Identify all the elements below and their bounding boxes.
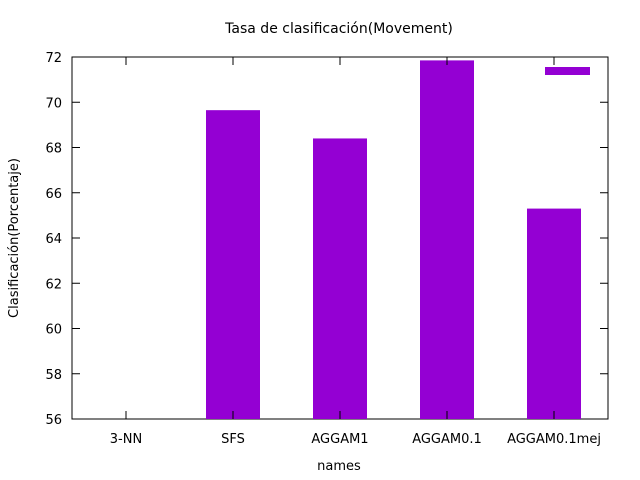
y-tick-label: 60 xyxy=(45,323,62,338)
y-axis-label: Clasificación(Porcentaje) xyxy=(7,158,22,318)
bars xyxy=(206,60,581,420)
bar-aggam0-1 xyxy=(420,60,474,420)
x-tick-label: 3-NN xyxy=(110,432,142,447)
bar-aggam1 xyxy=(313,138,367,419)
x-tick-label: AGGAM0.1mej xyxy=(507,432,601,447)
y-tick-label: 62 xyxy=(45,277,62,292)
y-axis-ticks: 56 58 60 62 64 66 68 70 72 xyxy=(45,51,608,428)
y-tick-label: 58 xyxy=(45,368,62,383)
x-tick-label: SFS xyxy=(221,432,245,447)
x-axis-ticks: 3-NN SFS AGGAM1 AGGAM0.1 AGGAM0.1mej xyxy=(110,57,601,447)
y-tick-label: 72 xyxy=(45,51,62,66)
legend-swatch xyxy=(545,67,590,75)
y-tick-label: 70 xyxy=(45,96,62,111)
y-tick-label: 68 xyxy=(45,142,62,157)
bar-sfs xyxy=(206,110,260,419)
x-tick-label: AGGAM1 xyxy=(311,432,368,447)
y-tick-label: 64 xyxy=(45,232,62,247)
bar-aggam0-1mej xyxy=(527,208,581,419)
y-tick-label: 56 xyxy=(45,413,62,428)
x-axis-label: names xyxy=(317,459,361,474)
x-tick-label: AGGAM0.1 xyxy=(412,432,482,447)
y-tick-label: 66 xyxy=(45,187,62,202)
chart-title: Tasa de clasificación(Movement) xyxy=(224,21,453,37)
